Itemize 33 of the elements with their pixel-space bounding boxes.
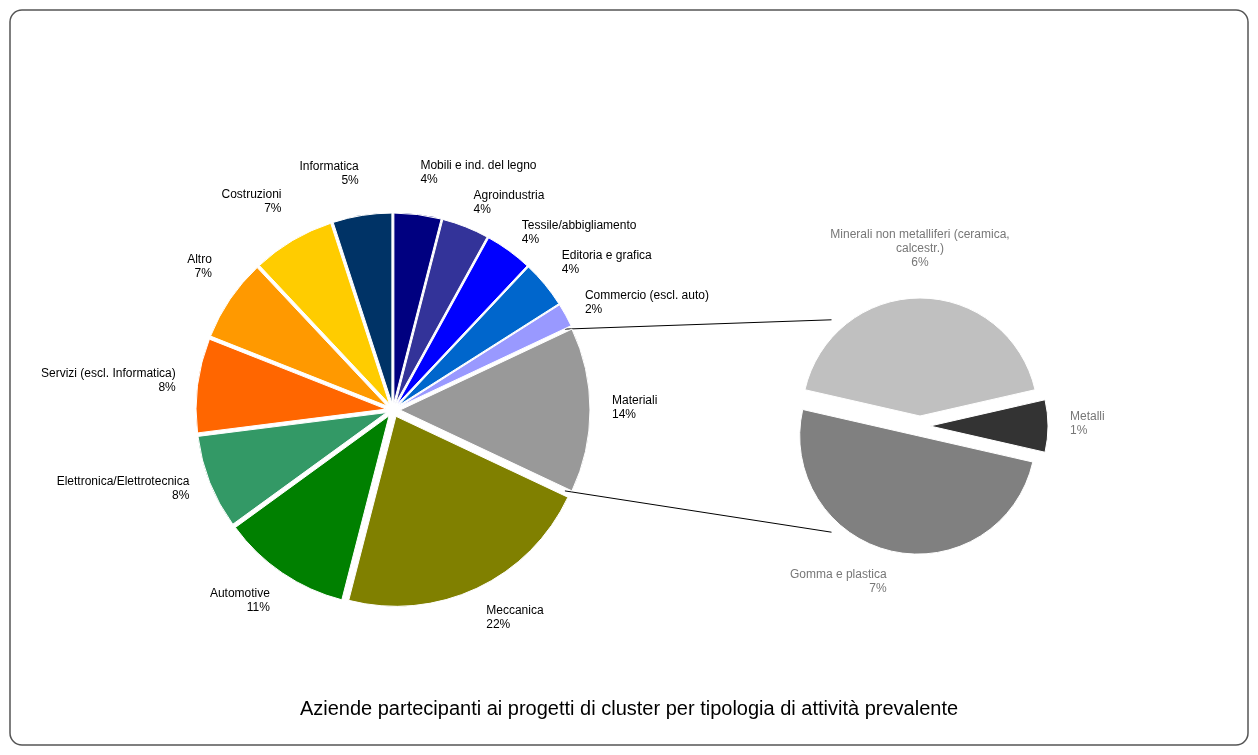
slice-label: Gomma e plastica	[789, 567, 887, 582]
data-label: 4%	[521, 231, 540, 246]
slice-label: Editoria e grafica	[561, 247, 653, 262]
slice-label: Tessile/abbigliamento	[521, 217, 637, 232]
data-label: 7%	[869, 581, 887, 596]
slice-label: Meccanica	[486, 603, 544, 618]
slice-label: Mobili e ind. del legno	[420, 157, 537, 172]
slice-label: Minerali non metalliferi (ceramica, calcestr.)	[830, 227, 1010, 255]
data-label: 4%	[561, 261, 580, 276]
data-label: 14%	[612, 407, 637, 421]
data-label: 22%	[486, 617, 511, 632]
slice-label: Agroindustria	[473, 187, 545, 202]
data-label: 8%	[158, 379, 177, 394]
text: Aziende partecipanti ai progetti di cluster per tipologia di attività prevalente	[299, 697, 959, 719]
slice-label: Metalli	[1070, 409, 1105, 423]
data-label: 5%	[341, 172, 360, 187]
slice-label: Commercio (escl. auto)	[584, 287, 709, 302]
slice-label: Automotive	[209, 586, 271, 601]
slice-label: Materiali	[612, 393, 658, 407]
data-label: 7%	[194, 265, 213, 280]
data-label: 2%	[584, 301, 603, 316]
data-label: 6%	[911, 255, 929, 269]
data-label: 11%	[246, 600, 271, 615]
data-label: 4%	[473, 201, 492, 216]
slice-label: Elettronica/Elettrotecnica	[56, 473, 190, 488]
slice-label: Informatica	[299, 158, 360, 173]
data-label: 1%	[1070, 423, 1088, 437]
data-label: 7%	[264, 200, 282, 215]
data-label: 4%	[420, 171, 439, 186]
slice-label: Altro	[187, 251, 213, 266]
slice-label: Servizi (escl. Informatica)	[41, 365, 176, 380]
data-label: 8%	[172, 487, 190, 502]
slice-label: Costruzioni	[221, 186, 282, 201]
